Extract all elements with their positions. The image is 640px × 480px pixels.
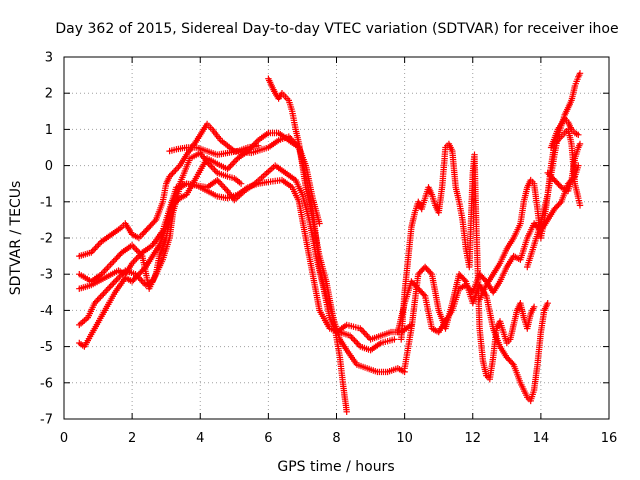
series-markers [265, 75, 350, 415]
y-tick-label: -6 [40, 376, 53, 391]
x-tick-label: 2 [128, 431, 136, 446]
series-markers [76, 129, 408, 376]
y-tick-label: -2 [40, 232, 53, 247]
series [401, 263, 551, 405]
y-tick-label: -5 [40, 340, 53, 355]
series-markers [398, 140, 538, 383]
series [544, 140, 584, 195]
y-tick-label: -4 [40, 304, 53, 319]
series-markers [76, 120, 323, 260]
series [76, 120, 323, 260]
series [76, 149, 245, 350]
x-tick-label: 16 [601, 431, 618, 446]
y-tick-label: -1 [40, 195, 53, 210]
y-tick-label: 1 [45, 123, 53, 138]
y-tick-label: 2 [45, 87, 53, 102]
series [547, 115, 582, 151]
x-tick-label: 12 [464, 431, 481, 446]
series-layer [76, 70, 584, 415]
x-axis-label: GPS time / hours [277, 459, 394, 475]
y-tick-label: 0 [45, 159, 53, 174]
series [265, 75, 350, 415]
series [524, 70, 584, 271]
series [76, 129, 408, 376]
series-markers [401, 263, 551, 405]
series-markers [547, 115, 582, 151]
y-tick-label: 3 [45, 51, 53, 66]
plot-frame [63, 56, 610, 420]
y-tick-label: -3 [40, 268, 53, 283]
x-tick-label: 4 [196, 431, 204, 446]
series-markers [524, 70, 584, 271]
series-markers [476, 126, 584, 303]
x-tick-label: 10 [396, 431, 413, 446]
x-tick-label: 6 [264, 431, 272, 446]
chart-title: Day 362 of 2015, Sidereal Day-to-day VTE… [55, 21, 618, 37]
series-markers [76, 149, 245, 350]
y-tick-label: -7 [40, 413, 53, 428]
y-axis-label: SDTVAR / TECUs [8, 181, 24, 296]
series [166, 142, 262, 158]
x-tick-label: 14 [533, 431, 550, 446]
x-tick-label: 8 [332, 431, 340, 446]
series-markers [166, 142, 262, 158]
series-markers [544, 140, 584, 195]
series [476, 126, 584, 303]
y-tick-labels: -7 -6 -5 -4 -3 -2 -1 0 1 2 3 [40, 51, 53, 428]
series [398, 140, 538, 383]
x-tick-labels: 0 2 4 6 8 10 12 14 16 [60, 431, 617, 446]
x-tick-label: 0 [60, 431, 68, 446]
